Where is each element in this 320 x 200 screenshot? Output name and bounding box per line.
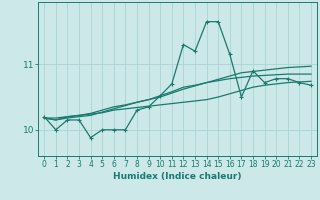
X-axis label: Humidex (Indice chaleur): Humidex (Indice chaleur) bbox=[113, 172, 242, 181]
